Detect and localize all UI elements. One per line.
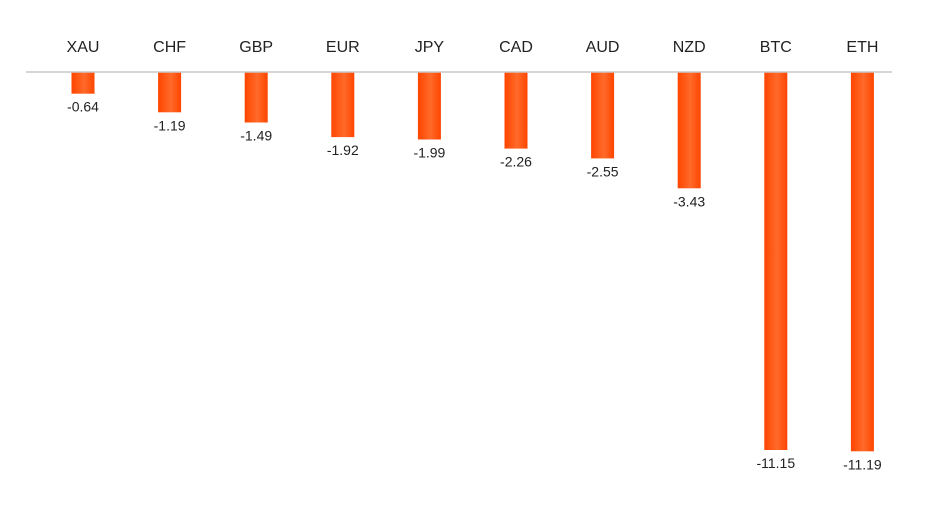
bar-aud (591, 72, 615, 159)
value-label-chf: -1.19 (154, 117, 186, 133)
category-label-cad: CAD (499, 39, 533, 56)
category-label-jpy: JPY (415, 39, 445, 56)
bars-layer (71, 72, 874, 452)
value-label-nzd: -3.43 (673, 193, 705, 209)
value-label-cad: -2.26 (500, 154, 532, 170)
value-label-eur: -1.92 (327, 142, 359, 158)
value-label-btc: -11.15 (756, 455, 795, 471)
bar-chf (158, 72, 182, 113)
bar-eur (331, 72, 355, 138)
category-label-eth: ETH (846, 39, 878, 56)
category-label-xau: XAU (67, 39, 100, 56)
bar-btc (764, 72, 788, 450)
value-label-aud: -2.55 (587, 163, 619, 179)
bar-xau (71, 72, 95, 94)
value-label-eth: -11.19 (843, 456, 882, 472)
category-label-btc: BTC (760, 39, 792, 56)
bar-cad (504, 72, 528, 149)
value-label-xau: -0.64 (67, 99, 99, 115)
category-label-aud: AUD (586, 39, 620, 56)
bar-nzd (677, 72, 701, 189)
category-label-chf: CHF (153, 39, 186, 56)
value-labels: -0.64 -1.19 -1.49 -1.92 -1.99 -2.26 -2.55 -3.43… (67, 99, 882, 473)
value-label-gbp: -1.49 (240, 128, 272, 144)
value-label-jpy: -1.99 (413, 145, 445, 161)
category-label-gbp: GBP (239, 39, 273, 56)
bar-eth (850, 72, 874, 452)
category-label-eur: EUR (326, 39, 360, 56)
bar-jpy (417, 72, 441, 140)
category-label-nzd: NZD (673, 39, 706, 56)
category-labels: XAU CHF GBP EUR JPY CAD AUD NZD BTC ETH (67, 39, 879, 56)
bar-gbp (244, 72, 268, 123)
